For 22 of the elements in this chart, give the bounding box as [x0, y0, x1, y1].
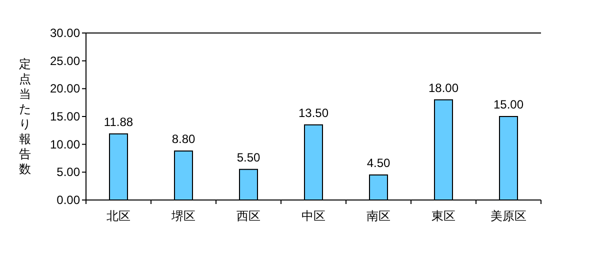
y-axis-title: 定点当たり報告数 — [19, 57, 31, 176]
y-tick-label: 20.00 — [50, 82, 80, 96]
x-tick-label: 東区 — [432, 209, 456, 223]
data-label: 18.00 — [428, 80, 459, 95]
y-tick-label: 25.00 — [50, 54, 80, 68]
y-tick-label: 0.00 — [56, 193, 80, 207]
data-label: 5.50 — [236, 150, 260, 164]
data-label: 15.00 — [493, 98, 524, 112]
y-tick-label: 10.00 — [50, 137, 80, 152]
data-label: 13.50 — [298, 106, 329, 120]
x-tick-label: 西区 — [236, 209, 260, 223]
x-tick-label: 北区 — [106, 209, 130, 223]
data-label: 4.50 — [366, 156, 390, 170]
y-tick-label: 15.00 — [50, 110, 80, 124]
data-label: 11.88 — [104, 114, 134, 129]
y-tick-label: 5.00 — [56, 165, 80, 180]
x-tick-label: 南区 — [366, 209, 390, 223]
y-tick-label: 30.00 — [50, 26, 80, 40]
x-tick-label: 美原区 — [490, 209, 526, 223]
x-tick-label: 堺区 — [170, 209, 196, 223]
data-label: 8.80 — [172, 132, 196, 146]
x-tick-label: 中区 — [302, 209, 326, 223]
